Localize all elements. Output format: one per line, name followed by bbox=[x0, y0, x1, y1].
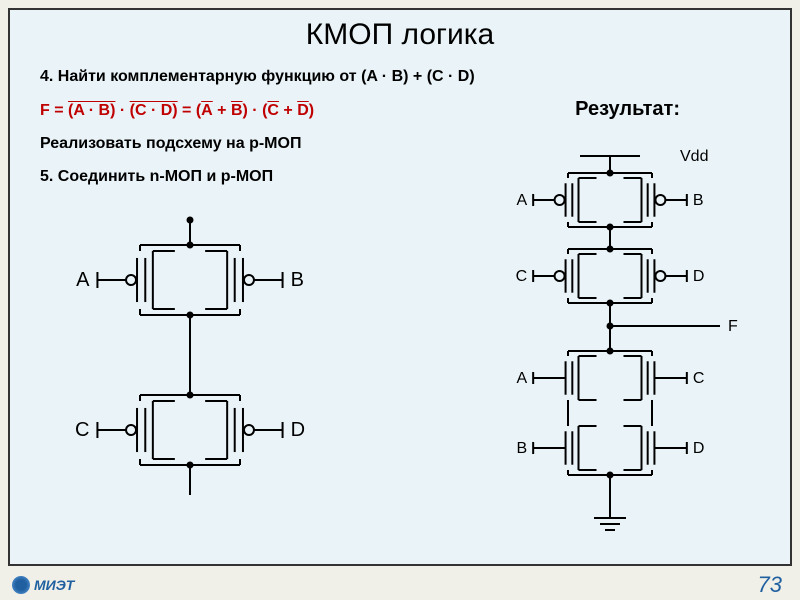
svg-text:B: B bbox=[693, 192, 704, 209]
formula-b-bar: B bbox=[231, 102, 243, 120]
step5-text: 5. Соединить n-МОП и p-МОП bbox=[40, 168, 273, 186]
formula-plus1: + bbox=[213, 102, 231, 119]
formula-d-bar: D bbox=[297, 102, 309, 120]
svg-text:C: C bbox=[516, 268, 528, 285]
step4-text: 4. Найти комплементарную функцию от (A ·… bbox=[40, 68, 475, 86]
svg-text:C: C bbox=[693, 370, 705, 387]
left-circuit-diagram: A B C D bbox=[50, 210, 330, 520]
formula-c-bar: C bbox=[267, 102, 279, 120]
svg-text:A: A bbox=[76, 269, 90, 291]
svg-text:A: A bbox=[516, 192, 527, 209]
result-label: Результат: bbox=[575, 98, 680, 121]
formula-eq: = bbox=[178, 102, 196, 119]
svg-text:D: D bbox=[291, 419, 305, 441]
svg-text:F: F bbox=[728, 318, 738, 335]
svg-text:B: B bbox=[291, 269, 304, 291]
logo: МИЭТ bbox=[12, 576, 74, 594]
svg-text:A: A bbox=[516, 370, 527, 387]
formula-cd-bar: (C · D) bbox=[130, 102, 178, 120]
slide-container: КМОП логика 4. Найти комплементарную фун… bbox=[8, 8, 792, 566]
svg-text:D: D bbox=[693, 268, 705, 285]
formula-plus2: + bbox=[279, 102, 297, 119]
slide-title: КМОП логика bbox=[10, 18, 790, 52]
svg-text:B: B bbox=[516, 440, 527, 457]
formula-a-bar: A bbox=[201, 102, 213, 120]
page-number: 73 bbox=[758, 572, 782, 598]
svg-text:D: D bbox=[693, 440, 705, 457]
footer: МИЭТ 73 bbox=[0, 570, 800, 600]
formula-dot1: · bbox=[115, 102, 129, 119]
formula-ab-bar: (A · B) bbox=[68, 102, 115, 120]
svg-text:C: C bbox=[75, 419, 89, 441]
logo-icon bbox=[12, 576, 30, 594]
step-realize: Реализовать подсхему на p-МОП bbox=[40, 135, 301, 153]
right-circuit-diagram: Vdd A B C D F A C B D bbox=[450, 138, 770, 568]
logo-text: МИЭТ bbox=[34, 577, 74, 593]
formula-line: F = (A · B) · (C · D) = (A + B) · (C + D… bbox=[40, 102, 314, 120]
formula-dot2: · bbox=[248, 102, 262, 119]
svg-text:Vdd: Vdd bbox=[680, 148, 708, 165]
formula-prefix: F = bbox=[40, 102, 68, 119]
